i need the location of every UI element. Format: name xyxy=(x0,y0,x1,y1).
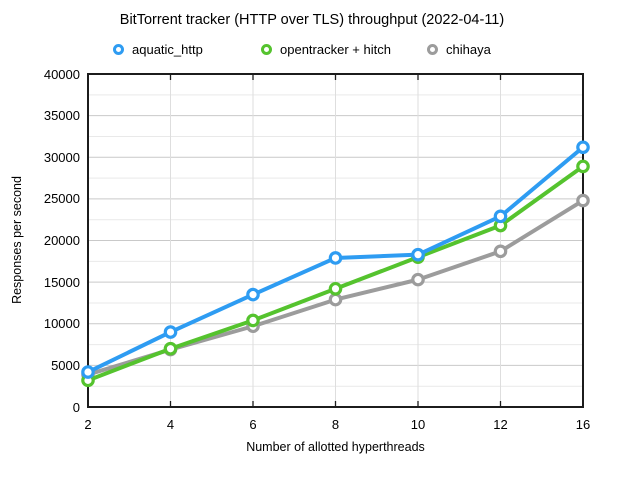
legend-label: opentracker + hitch xyxy=(280,42,391,57)
x-tick-label: 2 xyxy=(84,417,92,432)
axis-ticks xyxy=(169,75,502,406)
data-point xyxy=(328,292,343,307)
legend-label: aquatic_http xyxy=(132,42,203,57)
y-tick-label: 0 xyxy=(72,399,80,415)
legend-marker-icon xyxy=(261,44,272,55)
x-tick-label: 8 xyxy=(331,417,340,432)
legend-marker-icon xyxy=(113,44,124,55)
x-tick-label: 10 xyxy=(410,417,426,432)
data-point xyxy=(163,325,178,339)
chart-title: BitTorrent tracker (HTTP over TLS) throu… xyxy=(119,12,505,28)
x-tick-label: 12 xyxy=(493,417,508,432)
y-tick-label: 15000 xyxy=(43,274,80,290)
y-tick-label: 25000 xyxy=(43,191,80,207)
x-tick-label: 16 xyxy=(575,417,591,432)
y-tick-label: 10000 xyxy=(43,316,80,332)
data-point xyxy=(81,365,95,379)
data-point xyxy=(246,287,260,302)
plot-frame xyxy=(87,73,584,408)
gridlines xyxy=(88,74,583,407)
data-point xyxy=(246,313,260,328)
data-point xyxy=(411,272,425,287)
y-tick-label: 30000 xyxy=(43,149,80,165)
legend-label: chihaya xyxy=(446,42,491,57)
data-point xyxy=(411,247,425,262)
data-point xyxy=(328,281,343,296)
data-point xyxy=(163,341,178,356)
y-tick-label: 40000 xyxy=(43,66,80,82)
legend: aquatic_http opentracker + hitch chihaya xyxy=(0,41,624,59)
data-point xyxy=(576,159,590,174)
series-aquatic-http xyxy=(81,140,590,379)
x-tick-label: 4 xyxy=(166,417,175,432)
y-tick-label: 35000 xyxy=(43,108,80,124)
legend-item-aquatic-http: aquatic_http xyxy=(113,41,203,58)
data-point xyxy=(493,209,508,224)
y-axis-title: Responses per second xyxy=(10,176,24,304)
x-tick-label: 6 xyxy=(249,417,257,432)
data-point xyxy=(328,251,343,265)
data-point xyxy=(576,140,590,155)
legend-item-chihaya: chihaya xyxy=(427,41,491,58)
legend-marker-icon xyxy=(427,44,438,55)
data-point xyxy=(576,193,590,208)
data-point xyxy=(493,244,508,259)
legend-item-opentracker-hitch: opentracker + hitch xyxy=(261,41,391,58)
y-tick-label: 5000 xyxy=(51,357,80,373)
y-tick-label: 20000 xyxy=(43,233,80,248)
x-axis-title: Number of allotted hyperthreads xyxy=(246,440,425,454)
